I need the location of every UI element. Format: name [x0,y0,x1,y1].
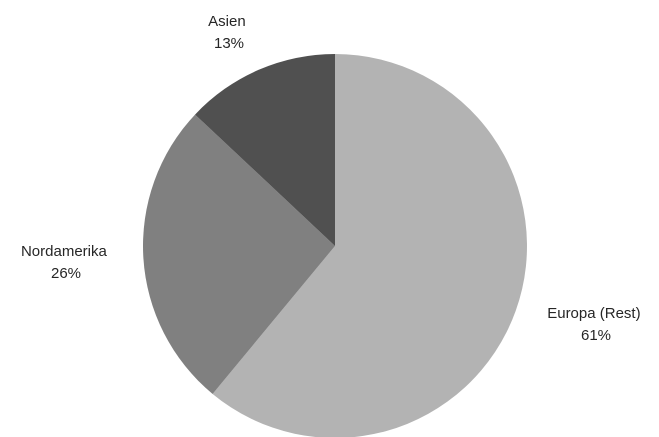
pie-slice-nordamerika [142,114,335,394]
pie-slice-asien [195,54,335,246]
pie-labels: Europa (Rest) 61% Nordamerika 26% Asien … [21,13,645,344]
slice-name-asien: Asien [208,13,246,30]
slice-percent-europa: 61% [581,327,611,344]
slice-label-nordamerika: Nordamerika 26% [21,243,111,282]
slice-name-nordamerika: Nordamerika [21,243,108,260]
pie-slice-europa-rest [212,54,527,437]
slice-percent-asien: 13% [214,35,244,52]
slice-percent-nordamerika: 26% [51,265,81,282]
slice-label-asien: Asien 13% [208,13,250,52]
slice-label-europa: Europa (Rest) 61% [547,305,645,344]
slice-name-europa: Europa (Rest) [547,305,640,322]
pie-slices [142,54,527,437]
